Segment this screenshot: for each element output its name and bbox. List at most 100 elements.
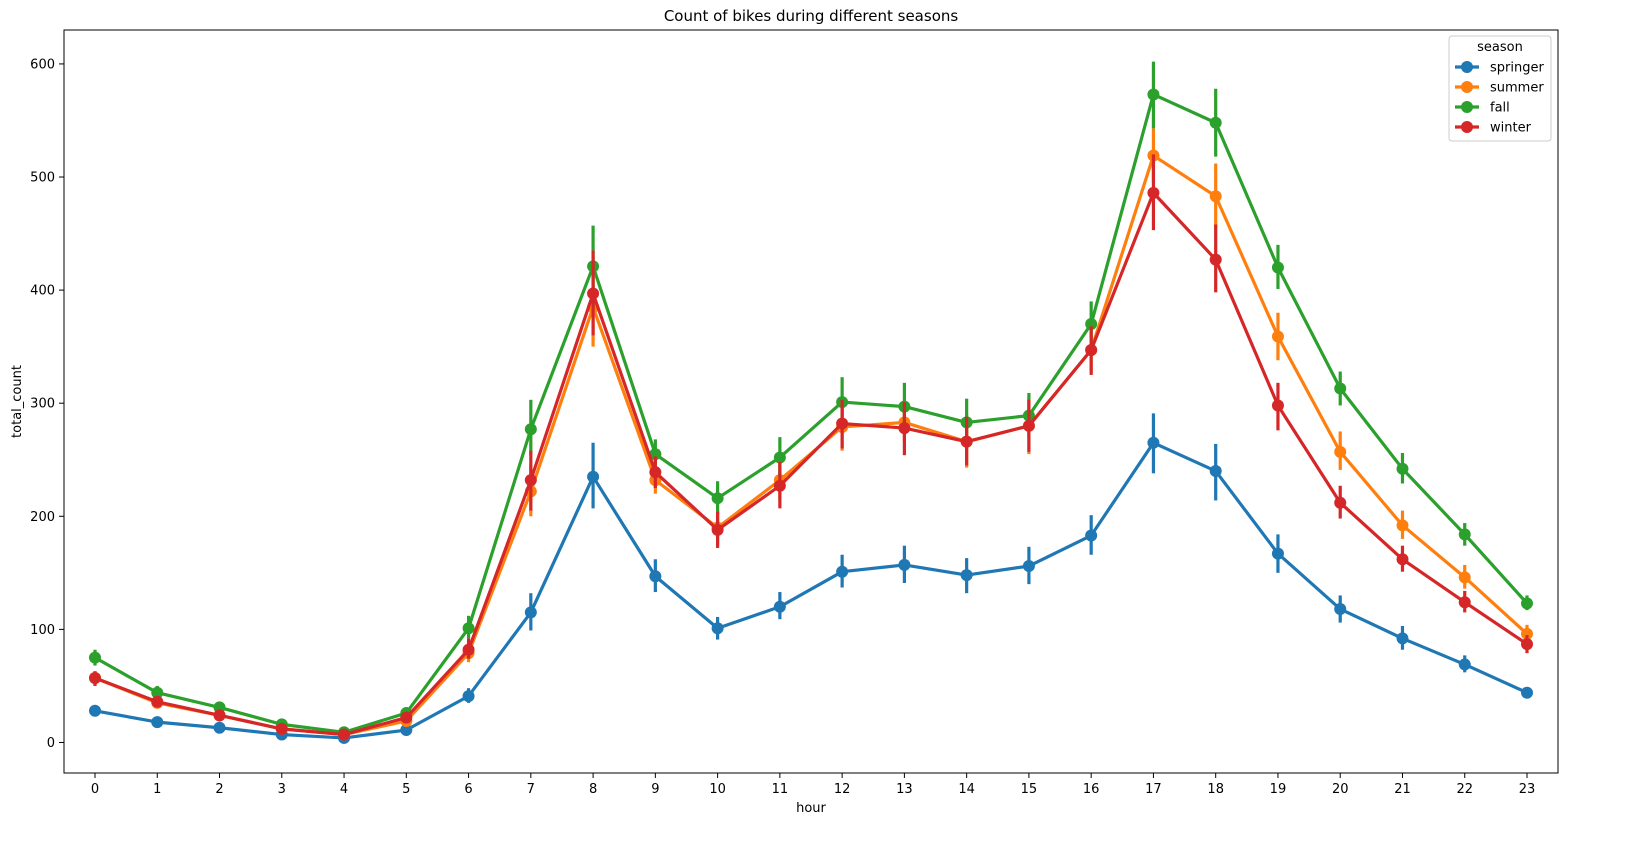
x-tick-label: 16: [1083, 782, 1100, 797]
x-tick-label: 14: [958, 782, 975, 797]
legend: season springer summer fall winter: [1448, 35, 1552, 142]
data-point: [213, 721, 226, 734]
data-point: [649, 466, 662, 479]
data-point: [151, 686, 164, 699]
data-point: [1209, 190, 1222, 203]
legend-frame: [1448, 35, 1552, 142]
x-tick-label: 4: [340, 782, 348, 797]
data-point: [587, 470, 600, 483]
x-tick-label: 7: [527, 782, 535, 797]
x-tick-label: 12: [834, 782, 851, 797]
x-tick-label: 5: [402, 782, 410, 797]
legend-label: winter: [1490, 121, 1532, 136]
data-point: [649, 570, 662, 583]
data-point: [1521, 597, 1533, 610]
y-tick-label: 500: [30, 171, 55, 186]
data-point: [1396, 519, 1409, 532]
legend-marker: [1461, 121, 1473, 133]
x-tick-label: 1: [153, 782, 161, 797]
data-point: [1085, 344, 1098, 357]
data-point: [1085, 529, 1098, 542]
data-point: [338, 728, 351, 741]
axes-frame: [63, 29, 1559, 774]
data-point: [649, 448, 662, 461]
data-point: [898, 422, 911, 435]
data-point: [462, 690, 475, 703]
series-line: [94, 92, 1529, 734]
y-axis-label: total_count: [10, 365, 25, 438]
x-tick-label: 17: [1145, 782, 1162, 797]
data-point: [1022, 560, 1035, 573]
data-point: [773, 479, 786, 492]
data-point: [898, 558, 911, 571]
data-point: [1147, 186, 1160, 199]
data-point: [89, 704, 101, 717]
data-point: [836, 565, 849, 578]
data-point: [1396, 632, 1409, 645]
data-point: [1271, 330, 1284, 343]
x-tick-label: 20: [1332, 782, 1349, 797]
y-tick-label: 200: [30, 510, 55, 525]
legend-label: summer: [1490, 81, 1544, 96]
data-point: [1334, 496, 1347, 509]
y-tick-label: 600: [30, 57, 55, 72]
data-point: [213, 709, 226, 722]
data-point: [151, 716, 164, 729]
data-point: [524, 606, 537, 619]
y-tick-label: 0: [47, 736, 55, 751]
y-tick-label: 100: [30, 623, 55, 638]
x-tick-label: 19: [1270, 782, 1287, 797]
legend-label: fall: [1490, 101, 1510, 116]
x-tick-label: 9: [651, 782, 659, 797]
data-point: [1458, 596, 1471, 609]
data-point: [773, 600, 786, 613]
data-point: [462, 643, 475, 656]
data-point: [89, 651, 101, 664]
x-tick-label: 18: [1207, 782, 1224, 797]
data-point: [1521, 627, 1533, 640]
x-tick-label: 15: [1021, 782, 1038, 797]
data-point: [1458, 528, 1471, 541]
series-line: [94, 441, 1528, 740]
x-tick-label: 3: [278, 782, 286, 797]
x-tick-label: 13: [896, 782, 913, 797]
x-tick-label: 11: [772, 782, 789, 797]
legend-marker: [1461, 81, 1473, 93]
data-point: [711, 622, 724, 635]
data-point: [1085, 318, 1098, 331]
x-tick-label: 22: [1456, 782, 1473, 797]
data-point: [1271, 547, 1284, 560]
legend-marker: [1461, 61, 1473, 73]
legend-marker: [1461, 101, 1473, 113]
x-tick-label: 2: [215, 782, 223, 797]
data-point: [524, 423, 537, 436]
data-point: [1147, 88, 1160, 101]
chart-title: Count of bikes during different seasons: [664, 7, 959, 25]
data-point: [400, 711, 413, 724]
data-point: [151, 695, 164, 708]
data-point: [1334, 603, 1347, 616]
data-point: [1334, 382, 1347, 395]
data-point: [587, 287, 600, 300]
data-point: [960, 435, 973, 448]
x-tick-label: 21: [1394, 782, 1411, 797]
data-point: [711, 492, 724, 505]
y-tick-label: 400: [30, 284, 55, 299]
data-point: [1396, 553, 1409, 566]
y-tick-label: 300: [30, 397, 55, 412]
data-point: [1209, 253, 1222, 266]
data-point: [1458, 658, 1471, 671]
data-point: [1271, 399, 1284, 412]
data-point: [1396, 462, 1409, 475]
data-point: [1521, 638, 1533, 651]
x-tick-label: 23: [1519, 782, 1536, 797]
data-point: [1147, 436, 1160, 449]
data-point: [275, 722, 288, 735]
data-point: [1209, 465, 1222, 478]
data-point: [1271, 261, 1284, 274]
data-point: [462, 622, 475, 635]
data-point: [1334, 445, 1347, 458]
data-point: [1521, 686, 1533, 699]
x-tick-label: 0: [91, 782, 99, 797]
data-point: [836, 417, 849, 430]
